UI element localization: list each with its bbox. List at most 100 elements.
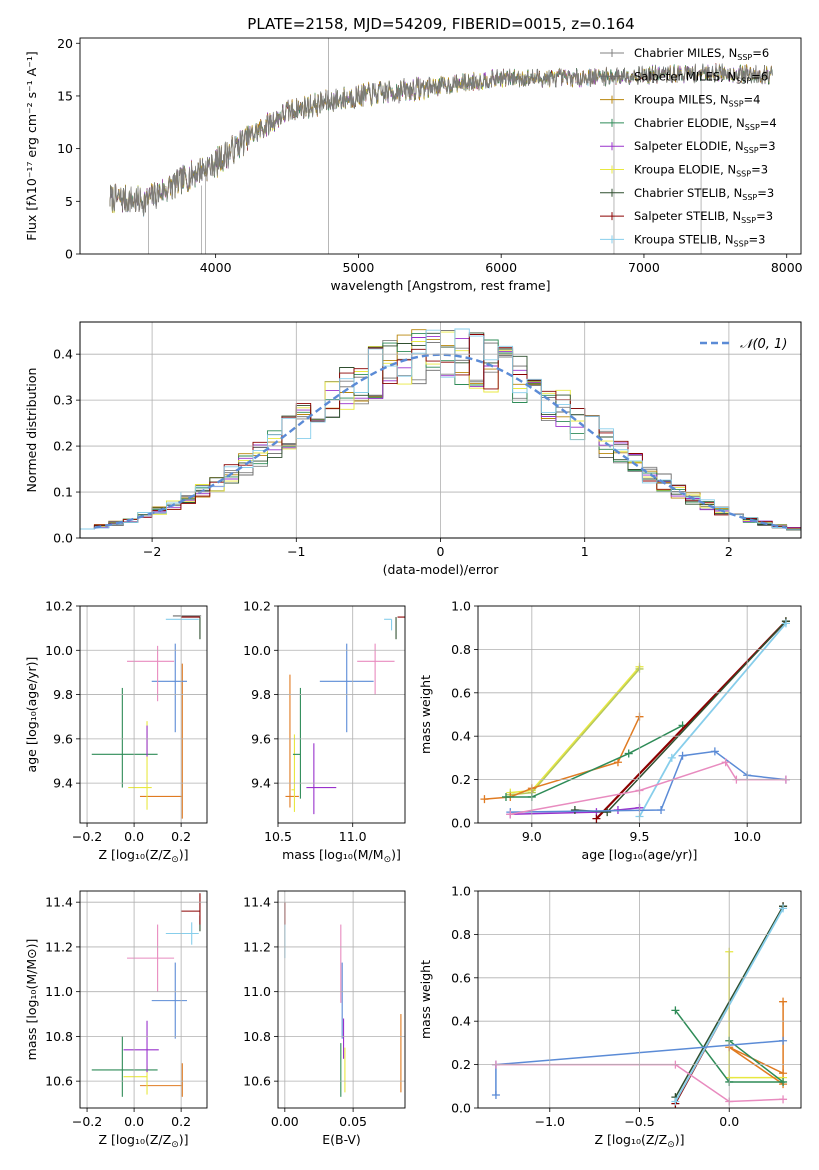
y-tick-label: 9.8 [53, 687, 73, 702]
weight-marker [710, 747, 719, 756]
x-axis-label: wavelength [Angstrom, rest frame] [330, 278, 550, 293]
spectrum-line [109, 63, 773, 217]
y-tick-label: 10.2 [243, 599, 271, 614]
y-tick-label: 10.0 [243, 643, 271, 658]
x-tick-label: 0.05 [339, 1114, 367, 1129]
weight-marker [781, 619, 790, 628]
weight-line [510, 666, 641, 794]
x-axis-label: Z [log₁₀(Z/Z⊙)] [98, 847, 188, 865]
legend-label: Kroupa MILES, NSSP=4 [634, 93, 760, 109]
x-tick-label: 8000 [771, 260, 803, 275]
spectrum-panel: 4000 5000 6000 7000 8000 0 5 10 15 20 wavelength [… [24, 36, 803, 293]
y-axis-label: mass [log₁₀(M/M⊙)] [24, 939, 39, 1061]
y-tick-label: 0 [65, 247, 73, 262]
x-tick-label: 2 [725, 544, 733, 559]
weight-marker [480, 795, 489, 804]
weight-marker [501, 792, 510, 801]
weight-marker [491, 1090, 500, 1099]
weight-marker [779, 1095, 788, 1104]
metallicity-mass-panel: −0.2 0.0 0.2 10.6 10.8 11.0 11.2 11.4 Z [log₁₀(Z… [24, 890, 208, 1150]
weight-line [728, 951, 784, 1079]
weight-marker [570, 805, 579, 814]
weight-marker [671, 1097, 680, 1106]
x-tick-label: −0.2 [72, 1114, 102, 1129]
axes-frame [79, 321, 802, 539]
x-tick-label: −1 [287, 544, 305, 559]
x-tick-label: 10.5 [264, 829, 292, 844]
x-tick-label: −0.2 [72, 829, 102, 844]
y-tick-label: 10.8 [243, 1029, 271, 1044]
weight-marker [592, 814, 601, 823]
weight-line [674, 1009, 786, 1083]
plot-area [109, 38, 773, 254]
figure-title: PLATE=2158, MJD=54209, FIBERID=0015, z=0… [247, 15, 634, 33]
y-tick-label: 11.0 [243, 984, 271, 999]
y-tick-label: 11.2 [243, 939, 271, 954]
residuals-histogram-panel: −2 −1 0 1 2 0.0 0.1 0.2 0.3 0.4 (data-model)/error… [24, 321, 802, 577]
weight-marker [613, 758, 622, 767]
weight-marker [657, 805, 666, 814]
weight-marker [671, 1006, 680, 1015]
x-tick-label: 0.0 [124, 829, 144, 844]
x-tick-label: 10.0 [733, 829, 761, 844]
weight-marker [779, 1077, 788, 1086]
plot-area [480, 617, 790, 823]
weight-marker [779, 1036, 788, 1045]
y-tick-label: 5 [65, 194, 73, 209]
y-tick-label: 0.2 [451, 1057, 471, 1072]
x-tick-label: 4000 [200, 260, 232, 275]
legend-label: Chabrier STELIB, NSSP=3 [634, 186, 774, 202]
plot-area [284, 902, 402, 1097]
weight-marker [779, 1069, 788, 1078]
x-tick-label: 1 [581, 544, 589, 559]
legend-label: Salpeter ELODIE, NSSP=3 [634, 139, 776, 155]
y-tick-label: 0.4 [451, 1014, 471, 1029]
age-mass-weight-panel: 9.0 9.5 10.0 0.0 0.2 0.4 0.6 0.8 1.0 age [log₁₀(a… [418, 599, 802, 862]
weight-line [506, 724, 683, 798]
y-tick-label: 15 [57, 88, 73, 103]
weight-marker [506, 810, 515, 819]
weight-line [574, 620, 787, 813]
weight-marker [603, 808, 612, 817]
legend-label: Kroupa STELIB, NSSP=3 [634, 232, 765, 248]
x-tick-label: −2 [143, 544, 161, 559]
axes-frame [277, 605, 406, 824]
metallicity-age-panel: −0.2 0.0 0.2 9.4 9.6 9.8 10.0 10.2 Z [log₁₀(Z/Z⊙… [24, 599, 208, 865]
y-axis-label: age [log₁₀(age/yr)] [24, 657, 39, 773]
y-tick-label: 10.6 [45, 1074, 73, 1089]
y-tick-label: 0.2 [53, 439, 73, 454]
y-tick-label: 0.8 [451, 927, 471, 942]
legend-label: Salpeter STELIB, NSSP=3 [634, 209, 773, 225]
x-tick-label: 9.0 [522, 829, 542, 844]
x-axis-label: age [log₁₀(age/yr)] [582, 847, 698, 862]
axes-frame [79, 605, 208, 824]
x-tick-label: −1.0 [535, 1114, 565, 1129]
legend-label: Kroupa ELODIE, NSSP=3 [634, 163, 768, 179]
weight-line [638, 622, 787, 817]
y-tick-label: 0.0 [53, 531, 73, 546]
y-tick-label: 9.4 [251, 776, 271, 791]
weight-marker [779, 904, 788, 913]
y-tick-label: 0.1 [53, 485, 73, 500]
y-tick-label: 10 [57, 141, 73, 156]
x-tick-label: 0 [437, 544, 445, 559]
y-tick-label: 0.6 [451, 970, 471, 985]
x-axis-label: (data-model)/error [383, 562, 500, 577]
x-tick-label: 0.2 [171, 829, 191, 844]
plot-area [91, 615, 202, 819]
y-tick-label: 11.4 [243, 895, 271, 910]
legend-label: Chabrier MILES, NSSP=6 [634, 46, 769, 62]
x-tick-label: 7000 [628, 260, 660, 275]
x-tick-label: 9.5 [630, 829, 650, 844]
y-tick-label: 10.2 [45, 599, 73, 614]
y-tick-label: 9.6 [251, 731, 271, 746]
y-axis-label: Flux [fλ10⁻¹⁷ erg cm⁻² s⁻¹ A⁻¹] [24, 51, 39, 240]
y-axis-label: mass weight [418, 675, 433, 754]
y-tick-label: 0.2 [451, 772, 471, 787]
y-tick-label: 9.8 [251, 687, 271, 702]
y-tick-label: 1.0 [451, 599, 471, 614]
x-tick-label: 11.0 [339, 829, 367, 844]
y-tick-label: 11.4 [45, 895, 73, 910]
x-tick-label: −0.5 [624, 1114, 654, 1129]
